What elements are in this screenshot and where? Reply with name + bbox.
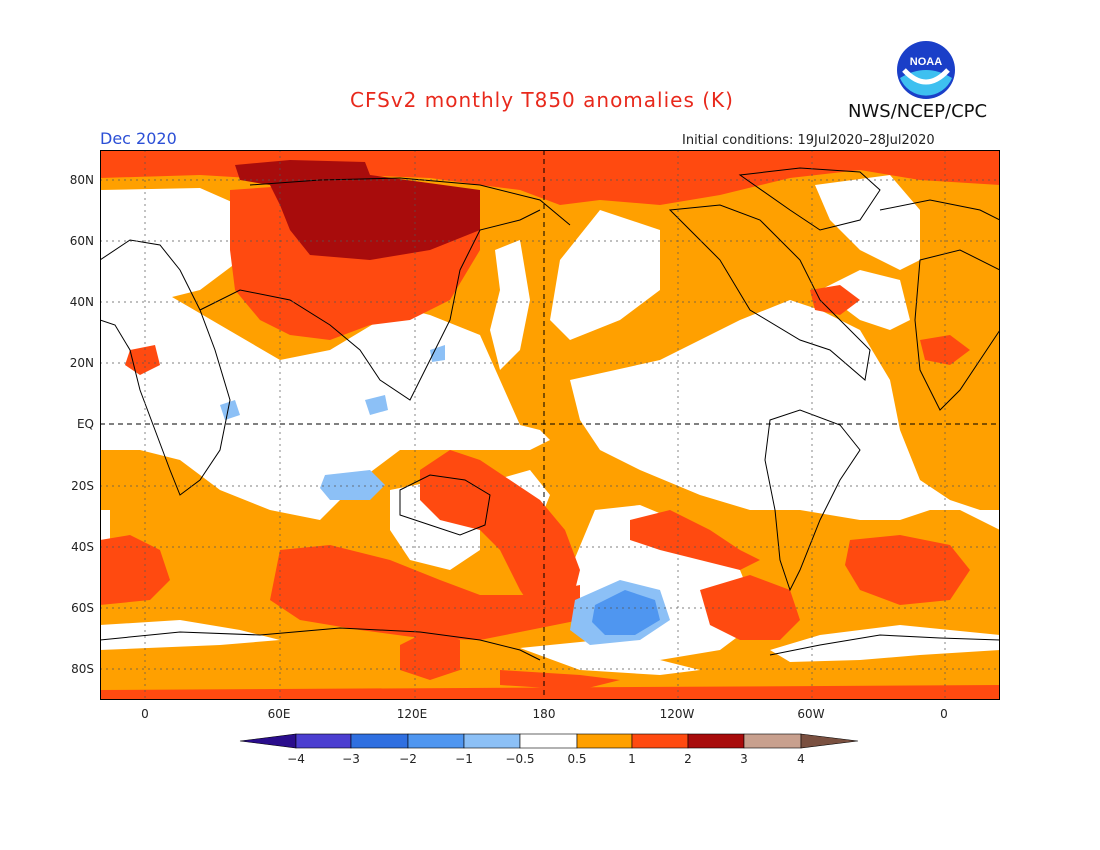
lat-label: 20S: [71, 479, 94, 493]
colorbar-segment: [687, 733, 745, 749]
lon-label: 0: [141, 707, 149, 721]
colorbar-right-arrow: [800, 733, 859, 749]
coastlines: [100, 167, 1000, 661]
colorbar-left-arrow: [239, 733, 297, 749]
lon-label: 0: [940, 707, 948, 721]
lon-label: 180: [532, 707, 556, 721]
map-title: CFSv2 monthly T850 anomalies (K): [350, 88, 734, 112]
lon-label: 120E: [396, 707, 428, 721]
lat-label: EQ: [76, 417, 94, 431]
colorbar-segment: [743, 733, 802, 749]
colorbar-label: 0.5: [567, 752, 587, 766]
cold-regions: [592, 590, 660, 635]
colorbar-segment: [576, 733, 633, 749]
anomaly-map: [100, 150, 1000, 700]
colorbar-label: 3: [740, 752, 748, 766]
colorbar-segment: [350, 733, 409, 749]
lon-label: 60W: [797, 707, 825, 721]
lat-label: 80S: [71, 662, 94, 676]
colorbar-segment: [463, 733, 521, 749]
colorbar-segment: [407, 733, 465, 749]
agency-label: NWS/NCEP/CPC: [848, 101, 988, 122]
initial-conditions: Initial conditions: 19Jul2020–28Jul2020: [682, 133, 935, 148]
lat-label: 20N: [69, 356, 94, 370]
colorbar-label: −2: [399, 752, 417, 766]
forecast-month: Dec 2020: [100, 129, 177, 148]
colorbar-label: −4: [287, 752, 305, 766]
colorbar-label: −3: [342, 752, 360, 766]
map-frame: [100, 150, 1000, 700]
lat-label: 60N: [69, 234, 94, 248]
lat-label: 80N: [69, 173, 94, 187]
colorbar: [239, 733, 859, 749]
colorbar-label: 4: [797, 752, 805, 766]
noaa-logo: NOAA: [897, 41, 955, 99]
lat-label: 60S: [71, 601, 94, 615]
lat-label: 40N: [69, 295, 94, 309]
lat-label: 40S: [71, 540, 94, 554]
noaa-logo-text: NOAA: [910, 56, 942, 68]
graticule: [100, 150, 1000, 700]
colorbar-label: −1: [455, 752, 473, 766]
colorbar-label: 1: [628, 752, 636, 766]
colorbar-label: 2: [684, 752, 692, 766]
colorbar-segment: [631, 733, 689, 749]
colorbar-label: −0.5: [505, 752, 535, 766]
reference-lines: [100, 150, 1000, 700]
hot-regions: [235, 160, 480, 260]
colorbar-segment: [519, 733, 578, 749]
lon-label: 60E: [267, 707, 291, 721]
colorbar-segment: [295, 733, 352, 749]
lon-label: 120W: [659, 707, 695, 721]
